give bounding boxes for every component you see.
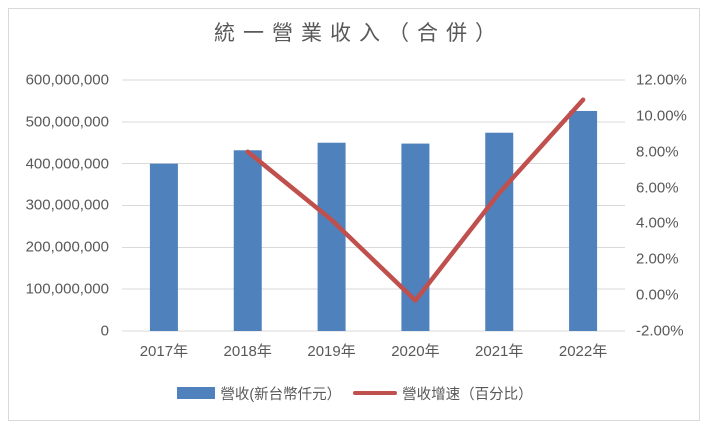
bar-series-swatch-icon [177, 387, 216, 399]
chart-legend: 營收(新台幣仟元） 營收增速（百分比） [9, 383, 701, 403]
y-axis-tick-label: 100,000,000 [25, 280, 109, 298]
x-axis-category-label: 2020年 [391, 343, 440, 360]
secondary-y-axis-tick-label: 0.00% [636, 286, 679, 304]
y-axis-tick-label: 500,000,000 [25, 113, 109, 131]
secondary-y-axis-tick-label: 2.00% [636, 250, 679, 268]
y-axis-tick-label: 300,000,000 [25, 196, 109, 214]
line-series-swatch-icon [353, 390, 398, 396]
secondary-y-axis-tick-label: 12.00% [636, 71, 687, 89]
legend-label-revenue: 營收(新台幣仟元） [220, 386, 342, 403]
x-axis-category-label: 2018年 [223, 343, 272, 360]
x-axis-category-label: 2021年 [475, 343, 524, 360]
secondary-y-axis-tick-label: 10.00% [636, 107, 687, 125]
secondary-y-axis-tick-label: -2.00% [636, 322, 684, 340]
x-axis-category-label: 2019年 [307, 343, 356, 360]
secondary-y-axis-tick-label: 4.00% [636, 214, 679, 232]
legend-label-growth: 營收增速（百分比） [402, 386, 533, 403]
x-axis-category-label: 2022年 [558, 343, 608, 360]
chart-title: 統一營業收入（合併） [214, 21, 504, 45]
y-axis-tick-label: 0 [100, 322, 109, 340]
secondary-y-axis-tick-label: 6.00% [636, 179, 679, 197]
legend-item-growth: 營收增速（百分比） [353, 383, 533, 404]
y-axis-tick-label: 200,000,000 [25, 238, 109, 256]
x-axis-category-label: 2017年 [139, 343, 189, 360]
y-axis-tick-label: 600,000,000 [25, 71, 109, 89]
y-axis-tick-label: 400,000,000 [25, 155, 109, 173]
legend-item-revenue: 營收(新台幣仟元） [177, 383, 341, 404]
secondary-y-axis-tick-label: 8.00% [636, 143, 679, 161]
